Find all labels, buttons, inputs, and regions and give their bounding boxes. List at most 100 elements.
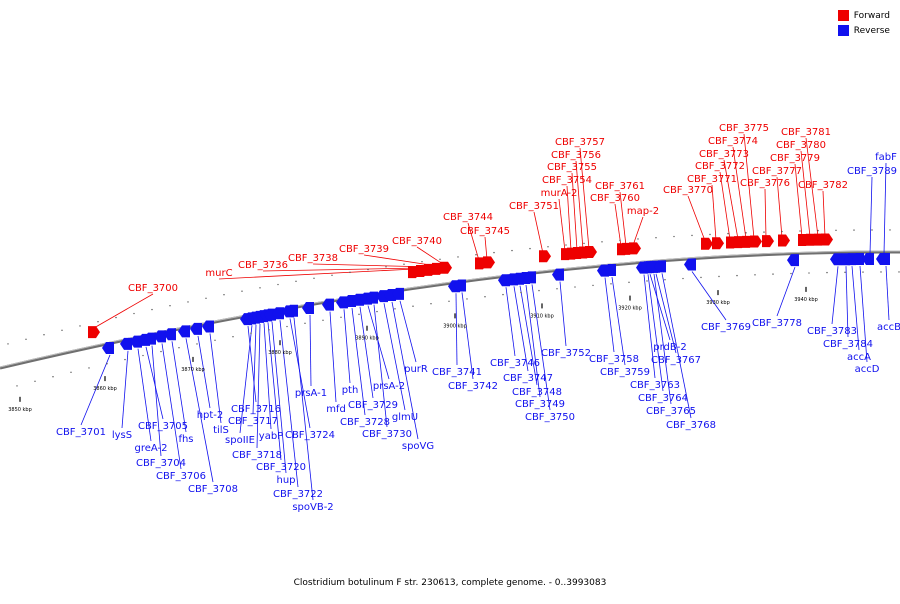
minor-dot [619, 239, 621, 242]
minor-dot [421, 261, 423, 263]
reverse-label-spovb-2: spoVB-2 [292, 502, 333, 513]
reverse-connector [643, 274, 656, 379]
forward-label-murc: murC [205, 268, 232, 279]
reverse-connector [391, 301, 419, 440]
minor-dot [673, 235, 675, 238]
forward-label-cbf-3754: CBF_3754 [542, 175, 592, 186]
minor-dot [286, 325, 288, 328]
reverse-label-cbf-3730: CBF_3730 [362, 429, 412, 440]
reverse-gene-cbf-3783 [830, 253, 842, 266]
reverse-gene-acca [844, 253, 856, 266]
forward-connector [743, 133, 755, 239]
reverse-connector [151, 345, 162, 457]
minor-dot [124, 358, 126, 361]
reverse-label-cbf-3767: CBF_3767 [651, 355, 701, 366]
reverse-label-glmu: glmU [392, 412, 418, 423]
reverse-label-cbf-3765: CBF_3765 [646, 406, 696, 417]
minor-dot [295, 280, 297, 283]
reverse-connector [252, 324, 257, 415]
forward-gene-cbf-3740 [440, 261, 452, 274]
reverse-label-fabf: fabF [875, 152, 897, 163]
reverse-label-prsa-1: prsA-1 [295, 388, 327, 399]
reverse-label-cbf-3748: CBF_3748 [512, 387, 562, 398]
reverse-label-purr: purR [404, 364, 428, 375]
reverse-label-lyss: lysS [112, 430, 132, 441]
forward-label-cbf-3745: CBF_3745 [460, 226, 510, 237]
reverse-label-accd: accD [855, 364, 880, 375]
forward-connector [794, 163, 803, 238]
reverse-connector [611, 276, 626, 366]
reverse-label-cbf-3783: CBF_3783 [807, 326, 857, 337]
forward-connector [800, 150, 811, 237]
forward-gene-cbf-3771 [712, 237, 724, 250]
reverse-label-cbf-3718: CBF_3718 [232, 450, 282, 461]
minor-dot [610, 283, 612, 285]
minor-dot [160, 350, 162, 353]
reverse-label-grea-2: greA-2 [135, 443, 168, 454]
minor-dot [349, 271, 351, 274]
minor-dot [781, 230, 783, 233]
reverse-label-cbf-3701: CBF_3701 [56, 427, 106, 438]
reverse-label-cbf-3778: CBF_3778 [752, 318, 802, 329]
forward-gene-cbf-3775 [750, 235, 762, 248]
minor-dot [385, 266, 387, 268]
forward-connector [312, 263, 429, 268]
reverse-gene-cbf-3768 [654, 260, 666, 273]
minor-dot [565, 244, 567, 246]
tick-label: 3930 kbp [706, 300, 730, 306]
minor-dot [34, 380, 36, 382]
reverse-gene-tils [202, 320, 214, 333]
tick-label: 3850 kbp [8, 407, 32, 413]
reverse-gene-cbf-3765 [646, 260, 658, 273]
reverse-connector [776, 267, 796, 317]
reverse-gene-hpt-2 [190, 322, 202, 335]
forward-gene-cbf-3745 [483, 256, 495, 269]
forward-label-cbf-3777: CBF_3777 [752, 166, 802, 177]
minor-dot [880, 271, 882, 273]
reverse-label-yabp: yabP [259, 431, 283, 442]
reverse-connector [455, 293, 458, 366]
tick-label: 3910 kbp [530, 313, 554, 319]
minor-dot [259, 287, 261, 289]
minor-dot [169, 305, 171, 307]
reverse-gene-glmu [376, 290, 388, 303]
minor-dot [79, 325, 81, 327]
reverse-gene-cbf-3729 [352, 293, 364, 306]
reverse-connector [655, 273, 677, 354]
forward-connector [614, 203, 622, 247]
minor-dot [277, 283, 279, 286]
forward-gene-cbf-3700 [88, 326, 100, 339]
reverse-label-cbf-3768: CBF_3768 [666, 420, 716, 431]
reverse-connector [267, 322, 282, 461]
minor-dot [484, 296, 486, 298]
forward-gene-map-2 [629, 242, 641, 255]
minor-dot [304, 322, 306, 325]
legend-item-forward: Forward [837, 8, 890, 23]
reverse-connector [869, 176, 873, 255]
minor-dot [889, 229, 891, 231]
reverse-connector [137, 348, 152, 442]
reverse-label-cbf-3763: CBF_3763 [630, 380, 680, 391]
minor-dot [520, 291, 522, 294]
forward-connector [776, 176, 783, 238]
minor-dot [106, 363, 108, 365]
forward-label-cbf-3772: CBF_3772 [695, 161, 745, 172]
forward-connector [363, 254, 437, 267]
reverse-label-spovg: spoVG [402, 441, 434, 452]
reverse-connector [859, 266, 868, 363]
reverse-gene-cbf-3778 [787, 254, 799, 267]
reverse-connector [185, 338, 214, 483]
reverse-label-cbf-3720: CBF_3720 [256, 462, 306, 473]
reverse-connector [851, 266, 860, 351]
minor-dot [358, 313, 360, 316]
reverse-label-cbf-3741: CBF_3741 [432, 367, 482, 378]
reverse-connector [513, 286, 529, 372]
minor-dot [52, 376, 54, 378]
forward-gene-cbf-3751 [539, 250, 551, 263]
minor-dot [16, 385, 18, 387]
forward-label-cbf-3739: CBF_3739 [339, 244, 389, 255]
reverse-label-cbf-3789: CBF_3789 [847, 166, 897, 177]
reverse-label-prsa-2: prsA-2 [373, 381, 405, 392]
forward-connector [764, 188, 767, 239]
